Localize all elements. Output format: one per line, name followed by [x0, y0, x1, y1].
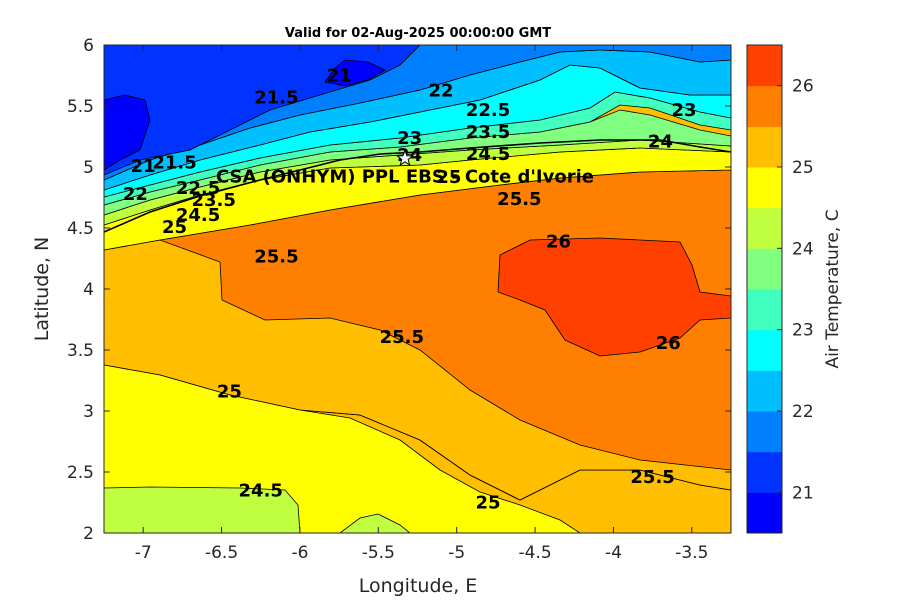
contour-label: 25 — [162, 217, 187, 238]
contour-label: 23.5 — [192, 190, 236, 211]
contour-label: 25.5 — [630, 467, 674, 488]
colorbar — [746, 44, 783, 534]
x-axis: -7 -6.5 -6 -5.5 -5 -4.5 -4 -3.5 — [135, 45, 708, 563]
contour-label: 21.5 — [152, 152, 196, 173]
y-tick-label: 3 — [83, 402, 94, 422]
y-axis-label: Latitude, N — [31, 237, 53, 342]
contour-label: 22.5 — [466, 100, 510, 121]
y-tick-label: 4.5 — [67, 219, 94, 239]
x-tick-label: -7 — [135, 543, 152, 563]
colorbar-segment — [747, 329, 782, 371]
colorbar-frame — [746, 44, 783, 534]
contour-label: 24.5 — [176, 205, 220, 226]
colorbar-axis: 21 22 23 24 25 26 — [777, 77, 814, 503]
contour-label: 23.5 — [466, 122, 510, 143]
y-tick-label: 4 — [83, 280, 94, 300]
site-marker-group: CSA (ONHYM) PPL EBS - Cote d'Ivorie — [216, 149, 594, 187]
fill-band-25-25.5-pocket — [104, 239, 731, 501]
contour-label: 21.5 — [254, 88, 298, 109]
contour-label: 24.5 — [239, 481, 283, 502]
colorbar-tick-label: 25 — [792, 158, 814, 178]
x-tick-label: -5.5 — [362, 543, 395, 563]
colorbar-segment — [747, 289, 782, 331]
coast-contour-line — [104, 139, 731, 233]
colorbar-segment — [747, 167, 782, 209]
y-tick-label: 5.5 — [67, 97, 94, 117]
colorbar-tick-label: 24 — [792, 239, 814, 259]
contour-label: 25.5 — [380, 327, 424, 348]
colorbar-label: Air Temperature, C — [823, 209, 843, 368]
contour-fill — [104, 45, 731, 533]
contour-label: 22.5 — [176, 178, 220, 199]
colorbar-segment — [747, 451, 782, 493]
contour-label: 26 — [546, 232, 571, 253]
contour-label: 25 — [217, 382, 242, 403]
fill-band-26-26.5 — [497, 237, 731, 357]
colorbar-segment — [747, 126, 782, 168]
contour-label: 22 — [428, 80, 453, 101]
colorbar-tick-label: 26 — [792, 77, 814, 97]
fill-band-24-24.5-bump — [339, 513, 411, 533]
colorbar-tick-label: 23 — [792, 321, 814, 341]
site-label: CSA (ONHYM) PPL EBS - Cote d'Ivorie — [216, 166, 594, 187]
y-axis: 22.533.544.555.56 — [67, 36, 731, 544]
colorbar-segment — [747, 492, 782, 534]
colorbar-segment — [747, 85, 782, 127]
chart-title: Valid for 02-Aug-2025 00:00:00 GMT — [285, 26, 551, 41]
contour-label: 24 — [648, 132, 673, 153]
y-tick-label: 3.5 — [67, 341, 94, 361]
contour-label: 22 — [123, 184, 148, 205]
site-star-icon[interactable] — [396, 149, 414, 167]
contour-label: 23 — [671, 100, 696, 121]
contour-label: 21 — [131, 156, 156, 177]
colorbar-segment — [747, 45, 782, 87]
y-tick-label: 6 — [83, 36, 94, 56]
contour-label: 25 — [476, 493, 501, 514]
contour-label: 25.5 — [254, 246, 298, 267]
contour-label: 26 — [656, 333, 681, 354]
colorbar-tick-label: 21 — [792, 483, 814, 503]
colorbar-segment — [747, 248, 782, 290]
contour-label: 25 — [436, 167, 461, 188]
fill-band-20.5-21-a — [104, 94, 151, 171]
contour-label: 21 — [327, 66, 352, 87]
contour-label: 25.5 — [497, 189, 541, 210]
y-tick-label: 5 — [83, 158, 94, 178]
x-tick-label: -6 — [291, 543, 308, 563]
contour-label: 23 — [397, 128, 422, 149]
y-tick-label: 2 — [83, 524, 94, 544]
x-tick-label: -4.5 — [518, 543, 551, 563]
fill-band-20.5-21-b — [324, 59, 386, 87]
colorbar-segment — [747, 411, 782, 453]
colorbar-tick-label: 22 — [792, 402, 814, 422]
contour-label: 24.5 — [466, 144, 510, 165]
x-axis-label: Longitude, E — [359, 575, 478, 597]
x-tick-label: -4 — [605, 543, 622, 563]
y-tick-label: 2.5 — [67, 463, 94, 483]
colorbar-segment — [747, 370, 782, 412]
x-tick-label: -5 — [448, 543, 465, 563]
x-tick-label: -3.5 — [675, 543, 708, 563]
x-tick-label: -6.5 — [205, 543, 238, 563]
colorbar-segment — [747, 207, 782, 249]
